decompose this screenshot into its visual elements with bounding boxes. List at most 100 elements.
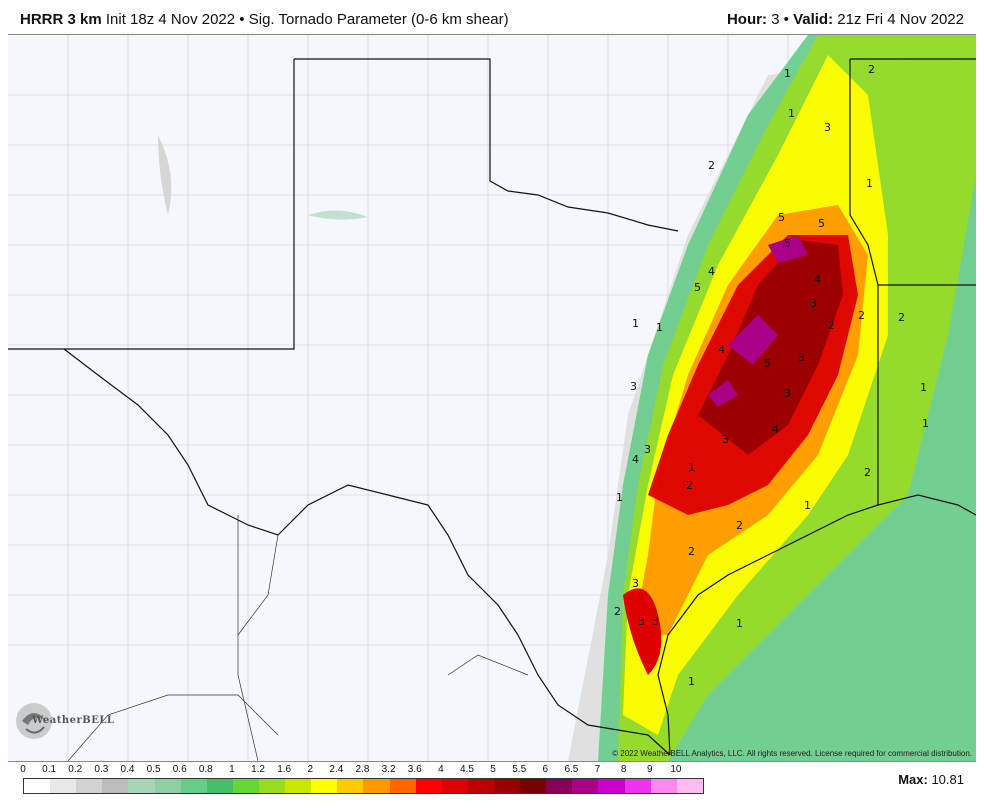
legend-tick-label: 9 <box>646 764 653 775</box>
state-boundaries <box>8 58 976 756</box>
contour-label: 1 <box>920 381 927 394</box>
weatherbell-logo: WeatherBELL <box>14 699 114 747</box>
legend-tick-label: 0 <box>20 764 26 775</box>
legend-tick-label: 0.2 <box>68 764 83 775</box>
contour-label: 3 <box>798 351 805 364</box>
contour-label: 4 <box>772 423 779 436</box>
contour-label: 2 <box>868 63 875 76</box>
legend-tick-label: 0.6 <box>172 764 187 775</box>
contour-label: 5 <box>818 217 825 230</box>
legend-swatch <box>572 779 599 793</box>
legend-swatch <box>415 779 442 793</box>
contour-label: 2 <box>858 309 865 322</box>
hour-label: Hour: <box>726 11 767 28</box>
legend-swatch <box>676 779 703 793</box>
louisiana-border <box>849 59 879 505</box>
legend-tick-label: 4 <box>438 764 444 775</box>
legend-swatch <box>285 779 312 793</box>
contour-label: 3 <box>784 387 791 400</box>
contour-label: 1 <box>736 617 743 630</box>
legend-tick-label: 2 <box>307 764 314 775</box>
legend-swatch <box>102 779 129 793</box>
legend-tick-label: 2.8 <box>355 764 370 775</box>
legend-tick-label: 3.6 <box>407 764 422 775</box>
valid-time-info: Hour: 3 • Valid: 21z Fri 4 Nov 2022 <box>727 11 964 28</box>
product-name: Sig. Tornado Parameter (0-6 km shear) <box>248 11 509 28</box>
oklahoma-border <box>294 58 679 232</box>
contour-label: 3 <box>644 443 651 456</box>
legend-swatch <box>258 779 286 793</box>
new-mexico-border <box>8 59 295 350</box>
legend-tick-label: 0.8 <box>198 764 213 775</box>
contour-label: 2 <box>828 319 835 332</box>
legend-swatch <box>363 779 390 793</box>
legend-swatch <box>493 779 521 793</box>
legend-tick-label: 0.4 <box>120 764 135 775</box>
max-label: Max: <box>898 772 928 787</box>
contour-label: 3 <box>810 297 817 310</box>
contour-label: 3 <box>632 577 639 590</box>
contour-label: 3 <box>652 615 659 628</box>
legend-swatch <box>650 779 677 793</box>
legend-tick-label: 4.5 <box>460 764 474 775</box>
logo-text: WeatherBELL <box>32 715 115 726</box>
swirl-icon <box>16 703 52 739</box>
weather-map: 1 2 1 3 2 5 5 5 4 5 4 3 4 5 3 3 4 3 3 3 … <box>8 34 976 762</box>
legend-swatch <box>546 779 573 793</box>
legend-tick-label: 10 <box>670 764 682 775</box>
legend-tick-label: 5 <box>490 764 496 775</box>
contour-label: 5 <box>694 281 701 294</box>
valid-label: Valid: <box>793 11 834 28</box>
legend-tick-label: 8 <box>620 764 627 775</box>
legend-swatch <box>337 779 364 793</box>
legend-swatch <box>441 779 468 793</box>
legend-swatch <box>180 779 207 793</box>
contour-labels: 1 2 1 3 2 5 5 5 4 5 4 3 4 5 3 3 4 3 3 3 … <box>614 63 929 688</box>
legend-swatch <box>154 779 181 793</box>
contour-label: 4 <box>718 343 725 356</box>
legend-swatch <box>389 779 416 793</box>
contour-label: 2 <box>614 605 621 618</box>
legend-swatch <box>520 779 547 793</box>
contour-label: 3 <box>722 433 729 446</box>
legend-swatch <box>50 779 77 793</box>
contour-label: 1 <box>866 177 873 190</box>
legend-tick-label: 0.5 <box>146 764 161 775</box>
title-separator-2: • <box>783 11 789 28</box>
legend-tick-label: 7 <box>594 764 601 775</box>
contour-label: 1 <box>688 675 695 688</box>
contour-label: 3 <box>824 121 831 134</box>
legend-swatch <box>598 779 625 793</box>
header: HRRR 3 km Init 18z 4 Nov 2022 • Sig. Tor… <box>0 0 984 34</box>
legend-swatch <box>467 779 494 793</box>
contour-label: 4 <box>632 453 639 466</box>
legend-tick-label: 1.2 <box>251 764 265 775</box>
contour-label: 1 <box>632 317 639 330</box>
legend-tick-label: 1 <box>229 764 235 775</box>
legend-tick-label: 6.5 <box>564 764 579 775</box>
rio-grande-border <box>63 348 671 756</box>
legend-tick-label: 1.6 <box>277 764 292 775</box>
legend-swatch <box>206 779 233 793</box>
mexico-lines <box>67 515 529 761</box>
contour-label: 1 <box>688 461 695 474</box>
contour-label: 1 <box>616 491 623 504</box>
contour-label: 1 <box>788 107 795 120</box>
contour-label: 4 <box>814 273 821 286</box>
contour-label: 4 <box>708 265 715 278</box>
contour-label: 2 <box>708 159 715 172</box>
legend-tick-label: 6 <box>542 764 549 775</box>
color-legend: 0 0.1 0.2 0.3 0.4 0.5 0.6 0.8 1 1.2 1.6 2 2.4 2.8 3.2 3… <box>16 764 716 804</box>
legend-swatch <box>76 779 103 793</box>
contour-label: 2 <box>864 466 871 479</box>
contour-label: 2 <box>686 479 693 492</box>
max-number: 10.81 <box>931 772 964 787</box>
valid-value: 21z Fri 4 Nov 2022 <box>837 11 964 28</box>
legend-swatch <box>624 779 651 793</box>
legend-tick-label: 5.5 <box>512 764 527 775</box>
legend-tick-label: 0.1 <box>42 764 57 775</box>
contour-label: 5 <box>778 211 785 224</box>
title-separator: • <box>239 11 245 28</box>
max-value: Max: 10.81 <box>898 772 964 787</box>
contour-label: 1 <box>804 499 811 512</box>
